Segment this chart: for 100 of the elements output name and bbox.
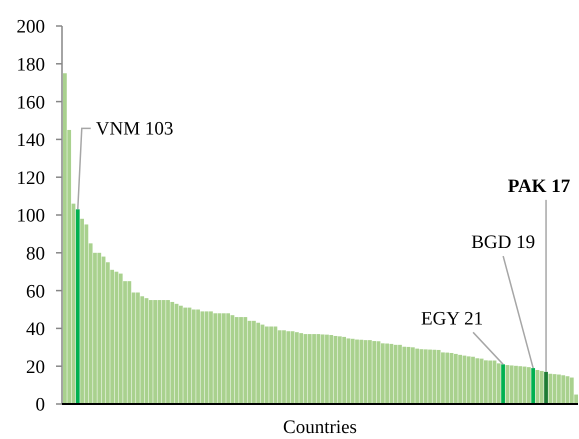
bar — [501, 364, 505, 404]
bar — [102, 256, 106, 404]
bar — [312, 334, 316, 404]
bar — [510, 365, 514, 404]
bar — [522, 366, 526, 404]
bar — [475, 358, 480, 404]
bar — [299, 333, 304, 404]
bar — [162, 300, 166, 404]
bar — [239, 317, 243, 404]
bar — [518, 366, 522, 404]
bar — [63, 73, 67, 404]
bar — [454, 354, 458, 404]
bar — [304, 334, 308, 404]
bar — [192, 310, 196, 404]
bar — [492, 360, 496, 404]
bar — [286, 331, 290, 404]
bar — [536, 370, 540, 404]
bar — [148, 300, 153, 404]
bar — [320, 334, 325, 404]
y-tick-label: 200 — [16, 16, 45, 38]
bar — [278, 330, 282, 404]
y-tick-label: 20 — [26, 356, 45, 378]
bar — [389, 344, 394, 404]
bar — [188, 308, 192, 404]
bar — [118, 274, 123, 404]
bar — [466, 356, 471, 404]
bar — [398, 344, 402, 404]
bar — [166, 300, 170, 404]
bar — [514, 366, 518, 404]
annotation: VNM 103 — [96, 118, 174, 140]
bar — [170, 302, 174, 404]
bar — [376, 341, 380, 404]
bar — [114, 272, 118, 404]
bar — [97, 252, 102, 404]
bar — [226, 313, 230, 404]
bar — [308, 334, 312, 404]
bar — [264, 326, 269, 404]
x-axis-title: Countries — [283, 417, 357, 438]
bar — [394, 344, 398, 404]
bar — [209, 311, 213, 404]
bar — [127, 281, 132, 404]
bar — [428, 350, 432, 404]
annotation: EGY 21 — [420, 308, 484, 330]
bar — [243, 317, 248, 404]
bar — [76, 209, 80, 404]
bar — [248, 320, 252, 404]
bar — [144, 298, 148, 404]
bar — [458, 354, 462, 404]
bar — [566, 376, 570, 404]
bar — [355, 340, 359, 404]
bar — [329, 335, 334, 404]
y-tick-label: 40 — [26, 319, 45, 340]
y-tick-label: 140 — [16, 130, 45, 152]
bar — [540, 370, 544, 404]
bar — [445, 352, 450, 404]
bar — [496, 363, 501, 404]
bar — [200, 311, 204, 404]
bar — [402, 346, 406, 404]
bar — [424, 349, 428, 404]
bar — [488, 360, 492, 404]
bar — [316, 334, 320, 404]
bar — [471, 356, 475, 404]
bar — [294, 332, 299, 404]
y-tick-label: 120 — [16, 168, 45, 189]
bar — [282, 330, 286, 404]
bar — [140, 296, 144, 404]
bar — [218, 313, 222, 404]
bar — [260, 324, 264, 404]
bar — [410, 347, 415, 404]
bar — [183, 308, 188, 404]
bar — [338, 336, 342, 404]
bar — [359, 340, 364, 404]
bar — [552, 374, 557, 404]
bar — [342, 336, 346, 404]
y-tick-label: 100 — [16, 206, 45, 227]
bar — [350, 338, 355, 404]
y-tick-label: 80 — [26, 243, 45, 264]
bar — [505, 365, 510, 404]
y-tick-label: 0 — [36, 394, 45, 416]
annotation: PAK 17 — [508, 176, 571, 197]
bar — [531, 368, 536, 404]
y-tick-label: 180 — [16, 54, 45, 76]
bar — [526, 367, 531, 404]
bar — [450, 352, 454, 404]
bar — [432, 350, 436, 404]
bar — [222, 313, 226, 404]
bar — [436, 350, 441, 404]
bar — [415, 348, 420, 404]
bar — [178, 306, 183, 404]
bar — [256, 322, 260, 404]
annotation: BGD 19 — [471, 232, 536, 254]
bar — [204, 311, 209, 404]
y-tick-label: 160 — [16, 92, 45, 114]
y-tick-label: 60 — [26, 281, 45, 302]
bar — [213, 313, 218, 404]
bar — [334, 336, 338, 404]
bar — [372, 341, 376, 404]
bar — [380, 343, 385, 404]
bar — [544, 372, 548, 404]
bar — [325, 334, 329, 404]
